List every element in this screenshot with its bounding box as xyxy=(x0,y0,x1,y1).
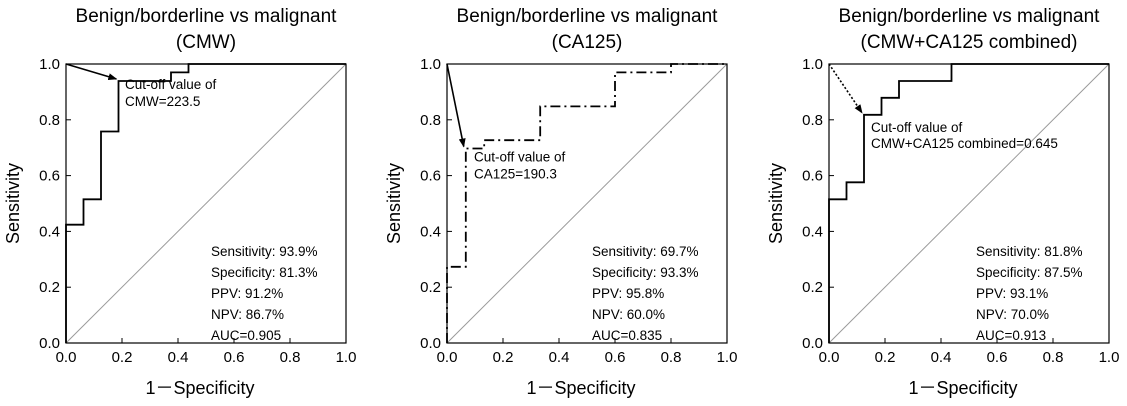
x-tick-label: 0.0 xyxy=(437,349,458,366)
x-tick-label: 0.8 xyxy=(280,349,301,366)
stat-line: Specificity: 81.3% xyxy=(211,265,318,280)
plot-frame xyxy=(65,63,347,344)
stat-line: NPV: 60.0% xyxy=(592,307,665,322)
x-tick-label: 0.2 xyxy=(112,349,133,366)
x-tick-label: 0.6 xyxy=(605,349,626,366)
y-tick-label: 1.0 xyxy=(39,56,60,73)
roc-panel-1: Benign/borderline vs malignant(CMW)0.0 0.… xyxy=(3,6,356,398)
x-tick-label: 0.6 xyxy=(224,349,245,366)
y-tick-label: 0.2 xyxy=(802,279,823,296)
y-tick-label: 0.8 xyxy=(39,112,60,129)
y-tick-label: 1.0 xyxy=(802,56,823,73)
y-tick-label: 0.2 xyxy=(420,279,441,296)
chart-subtitle: (CA125) xyxy=(552,32,623,53)
roc-curve xyxy=(65,63,346,343)
stat-line: Specificity: 87.5% xyxy=(976,265,1083,280)
x-tick-label: 0.8 xyxy=(1043,349,1064,366)
roc-panel-2: Benign/borderline vs malignant (CA125) 0.0… xyxy=(384,6,737,398)
reference-diagonal xyxy=(828,63,1110,344)
cutoff-annotation: CA125=190.3 xyxy=(474,167,557,182)
stat-line: Sensitivity: 69.7% xyxy=(592,244,699,259)
stat-line: AUC=0.905 xyxy=(211,328,281,343)
stat-line: NPV: 70.0% xyxy=(976,307,1049,322)
reference-diagonal xyxy=(65,63,347,344)
x-tick-label: 0.4 xyxy=(931,349,952,366)
x-axis-label: 1－Specificity xyxy=(526,378,635,398)
stat-line: Specificity: 93.3% xyxy=(592,265,699,280)
y-axis-label: Sensitivity xyxy=(766,163,786,244)
chart-subtitle: (CMW+CA125 combined) xyxy=(861,32,1078,53)
y-tick-label: 1.0 xyxy=(420,56,441,73)
y-tick-label: 0.4 xyxy=(420,223,441,240)
x-tick-label: 0.4 xyxy=(168,349,189,366)
y-tick-label: 0.6 xyxy=(802,168,823,185)
roc-curve xyxy=(828,63,1109,343)
x-tick-label: 0.0 xyxy=(56,349,77,366)
x-tick-label: 0.0 xyxy=(819,349,840,366)
roc-panel-3: Benign/borderline vs malignant (CMW+CA125… xyxy=(766,6,1119,398)
stat-line: Sensitivity: 93.9% xyxy=(211,244,318,259)
chart-title: Benign/borderline vs malignant xyxy=(839,6,1101,27)
reference-diagonal xyxy=(446,63,728,344)
x-axis-label: 1－Specificity xyxy=(145,378,254,398)
y-tick-label: 0.0 xyxy=(420,335,441,352)
cutoff-annotation: Cut-off value of xyxy=(474,150,566,165)
y-tick-label: 0.0 xyxy=(802,335,823,352)
stat-line: NPV: 86.7% xyxy=(211,307,284,322)
cutoff-arrow xyxy=(828,63,863,114)
chart-subtitle: (CMW) xyxy=(176,32,236,53)
y-tick-label: 0.6 xyxy=(39,168,60,185)
stat-line: Sensitivity: 81.8% xyxy=(976,244,1083,259)
cutoff-annotation: CMW=223.5 xyxy=(125,94,200,109)
cutoff-arrow xyxy=(446,63,466,148)
y-tick-label: 0.2 xyxy=(39,279,60,296)
x-tick-label: 1.0 xyxy=(336,349,357,366)
y-axis-label: Sensitivity xyxy=(3,163,23,244)
stat-line: PPV: 95.8% xyxy=(592,286,664,301)
y-axis-label: Sensitivity xyxy=(384,163,404,244)
y-tick-label: 0.8 xyxy=(802,112,823,129)
plot-frame xyxy=(828,63,1110,344)
stat-line: AUC=0.835 xyxy=(592,328,662,343)
x-tick-label: 0.2 xyxy=(875,349,896,366)
x-tick-label: 0.2 xyxy=(493,349,514,366)
chart-title: Benign/borderline vs malignant xyxy=(76,6,338,27)
y-tick-label: 0.8 xyxy=(420,112,441,129)
chart-title: Benign/borderline vs malignant xyxy=(457,6,719,27)
cutoff-annotation: CMW+CA125 combined=0.645 xyxy=(871,136,1058,151)
y-tick-label: 0.4 xyxy=(39,223,60,240)
cutoff-annotation: Cut-off value of xyxy=(125,77,217,92)
roc-curve xyxy=(446,63,727,343)
x-axis-label: 1－Specificity xyxy=(908,378,1017,398)
cutoff-arrow xyxy=(65,63,118,81)
y-tick-label: 0.6 xyxy=(420,168,441,185)
y-tick-label: 0.0 xyxy=(39,335,60,352)
y-tick-label: 0.4 xyxy=(802,223,823,240)
cutoff-annotation: Cut-off value of xyxy=(871,120,963,135)
stat-line: PPV: 91.2% xyxy=(211,286,283,301)
x-tick-label: 0.4 xyxy=(549,349,570,366)
stat-line: AUC=0.913 xyxy=(976,328,1046,343)
x-tick-label: 0.8 xyxy=(661,349,682,366)
stat-line: PPV: 93.1% xyxy=(976,286,1048,301)
x-tick-label: 1.0 xyxy=(717,349,738,366)
plot-frame xyxy=(446,63,728,344)
x-tick-label: 0.6 xyxy=(987,349,1008,366)
x-tick-label: 1.0 xyxy=(1099,349,1120,366)
